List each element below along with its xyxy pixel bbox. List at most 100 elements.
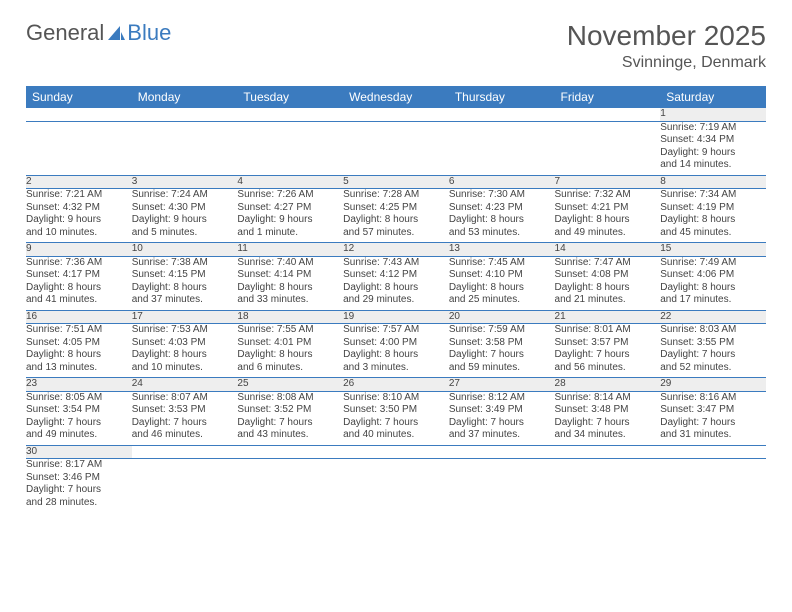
day-info — [555, 459, 661, 513]
day-number: 1 — [660, 108, 766, 121]
day-info-row: Sunrise: 7:51 AMSunset: 4:05 PMDaylight:… — [26, 324, 766, 378]
day-info: Sunrise: 7:59 AMSunset: 3:58 PMDaylight:… — [449, 324, 555, 378]
day-info: Sunrise: 7:19 AMSunset: 4:34 PMDaylight:… — [660, 121, 766, 175]
day-info: Sunrise: 8:05 AMSunset: 3:54 PMDaylight:… — [26, 391, 132, 445]
day-info — [343, 121, 449, 175]
weekday-header: Monday — [132, 86, 238, 108]
day-number: 20 — [449, 310, 555, 324]
day-number — [660, 445, 766, 459]
logo-text-1: General — [26, 20, 104, 46]
day-info: Sunrise: 8:01 AMSunset: 3:57 PMDaylight:… — [555, 324, 661, 378]
weekday-header: Friday — [555, 86, 661, 108]
calendar-table: SundayMondayTuesdayWednesdayThursdayFrid… — [26, 86, 766, 513]
month-title: November 2025 — [567, 20, 766, 52]
day-info — [132, 121, 238, 175]
day-number — [237, 108, 343, 121]
weekday-header: Thursday — [449, 86, 555, 108]
day-number: 2 — [26, 175, 132, 189]
weekday-header: Tuesday — [237, 86, 343, 108]
day-number: 22 — [660, 310, 766, 324]
day-info: Sunrise: 8:12 AMSunset: 3:49 PMDaylight:… — [449, 391, 555, 445]
day-number: 15 — [660, 243, 766, 257]
day-number: 10 — [132, 243, 238, 257]
day-number: 29 — [660, 378, 766, 392]
logo: GeneralBlue — [26, 20, 171, 46]
day-number-row: 23242526272829 — [26, 378, 766, 392]
day-number: 14 — [555, 243, 661, 257]
day-info: Sunrise: 7:55 AMSunset: 4:01 PMDaylight:… — [237, 324, 343, 378]
day-info: Sunrise: 7:53 AMSunset: 4:03 PMDaylight:… — [132, 324, 238, 378]
day-info — [660, 459, 766, 513]
day-info-row: Sunrise: 7:19 AMSunset: 4:34 PMDaylight:… — [26, 121, 766, 175]
day-info: Sunrise: 7:47 AMSunset: 4:08 PMDaylight:… — [555, 256, 661, 310]
day-info: Sunrise: 8:16 AMSunset: 3:47 PMDaylight:… — [660, 391, 766, 445]
day-number: 9 — [26, 243, 132, 257]
day-info: Sunrise: 7:49 AMSunset: 4:06 PMDaylight:… — [660, 256, 766, 310]
day-number: 7 — [555, 175, 661, 189]
day-info: Sunrise: 7:36 AMSunset: 4:17 PMDaylight:… — [26, 256, 132, 310]
day-number-row: 16171819202122 — [26, 310, 766, 324]
day-number — [132, 108, 238, 121]
day-info: Sunrise: 8:03 AMSunset: 3:55 PMDaylight:… — [660, 324, 766, 378]
day-info: Sunrise: 7:45 AMSunset: 4:10 PMDaylight:… — [449, 256, 555, 310]
day-number: 3 — [132, 175, 238, 189]
day-number-row: 1 — [26, 108, 766, 121]
day-info: Sunrise: 8:08 AMSunset: 3:52 PMDaylight:… — [237, 391, 343, 445]
day-number-row: 9101112131415 — [26, 243, 766, 257]
day-number-row: 30 — [26, 445, 766, 459]
day-info-row: Sunrise: 8:05 AMSunset: 3:54 PMDaylight:… — [26, 391, 766, 445]
day-info: Sunrise: 7:57 AMSunset: 4:00 PMDaylight:… — [343, 324, 449, 378]
day-info: Sunrise: 7:38 AMSunset: 4:15 PMDaylight:… — [132, 256, 238, 310]
day-info: Sunrise: 8:10 AMSunset: 3:50 PMDaylight:… — [343, 391, 449, 445]
day-info: Sunrise: 7:32 AMSunset: 4:21 PMDaylight:… — [555, 189, 661, 243]
day-number — [132, 445, 238, 459]
day-number: 26 — [343, 378, 449, 392]
day-info — [132, 459, 238, 513]
day-number: 28 — [555, 378, 661, 392]
day-info — [237, 121, 343, 175]
day-info: Sunrise: 8:07 AMSunset: 3:53 PMDaylight:… — [132, 391, 238, 445]
day-info — [237, 459, 343, 513]
day-number: 13 — [449, 243, 555, 257]
day-info: Sunrise: 7:43 AMSunset: 4:12 PMDaylight:… — [343, 256, 449, 310]
day-number: 5 — [343, 175, 449, 189]
location: Svinninge, Denmark — [567, 54, 766, 72]
day-info — [449, 459, 555, 513]
weekday-header: Wednesday — [343, 86, 449, 108]
day-info-row: Sunrise: 8:17 AMSunset: 3:46 PMDaylight:… — [26, 459, 766, 513]
day-info: Sunrise: 7:24 AMSunset: 4:30 PMDaylight:… — [132, 189, 238, 243]
day-number: 27 — [449, 378, 555, 392]
day-info: Sunrise: 7:26 AMSunset: 4:27 PMDaylight:… — [237, 189, 343, 243]
day-number: 21 — [555, 310, 661, 324]
day-number: 23 — [26, 378, 132, 392]
day-number: 19 — [343, 310, 449, 324]
day-number: 12 — [343, 243, 449, 257]
day-number: 18 — [237, 310, 343, 324]
day-info: Sunrise: 8:17 AMSunset: 3:46 PMDaylight:… — [26, 459, 132, 513]
day-number: 16 — [26, 310, 132, 324]
day-info: Sunrise: 7:34 AMSunset: 4:19 PMDaylight:… — [660, 189, 766, 243]
logo-sail-icon — [106, 24, 126, 42]
day-number: 8 — [660, 175, 766, 189]
day-number: 24 — [132, 378, 238, 392]
day-number: 17 — [132, 310, 238, 324]
day-number — [26, 108, 132, 121]
day-info — [343, 459, 449, 513]
day-number: 6 — [449, 175, 555, 189]
weekday-header: Sunday — [26, 86, 132, 108]
day-info-row: Sunrise: 7:36 AMSunset: 4:17 PMDaylight:… — [26, 256, 766, 310]
day-info: Sunrise: 8:14 AMSunset: 3:48 PMDaylight:… — [555, 391, 661, 445]
day-number: 11 — [237, 243, 343, 257]
day-info: Sunrise: 7:30 AMSunset: 4:23 PMDaylight:… — [449, 189, 555, 243]
day-number — [555, 108, 661, 121]
day-number — [237, 445, 343, 459]
day-number: 4 — [237, 175, 343, 189]
day-info-row: Sunrise: 7:21 AMSunset: 4:32 PMDaylight:… — [26, 189, 766, 243]
day-number — [343, 445, 449, 459]
day-number — [555, 445, 661, 459]
day-number: 30 — [26, 445, 132, 459]
day-info: Sunrise: 7:51 AMSunset: 4:05 PMDaylight:… — [26, 324, 132, 378]
day-number: 25 — [237, 378, 343, 392]
day-info: Sunrise: 7:40 AMSunset: 4:14 PMDaylight:… — [237, 256, 343, 310]
weekday-header: Saturday — [660, 86, 766, 108]
